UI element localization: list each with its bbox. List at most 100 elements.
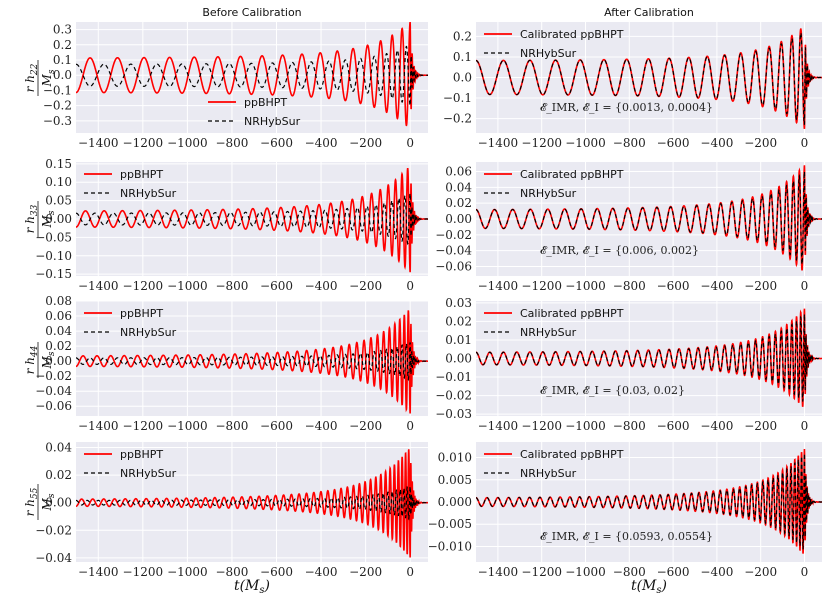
x-tick-label: 0 <box>406 136 414 150</box>
legend-label: NRHybSur <box>120 467 177 480</box>
x-tick-label: −600 <box>260 136 293 150</box>
y-tick-label: 0.06 <box>445 165 472 179</box>
series-line-nrhybsur <box>76 45 428 106</box>
y-tick-label: 0.005 <box>438 473 472 487</box>
x-tick-label: −600 <box>657 419 690 433</box>
x-tick-label: −1400 <box>78 279 119 293</box>
y-tick-label: −0.04 <box>35 551 72 565</box>
plot-area <box>76 22 428 133</box>
panel-h22-after: −1400 −1200 −1000 −800 −600 −400 −200 0 −0.2 −0.1… <box>443 22 822 150</box>
y-tick-label: −0.02 <box>435 389 472 403</box>
x-tick-label: −400 <box>305 565 338 579</box>
x-tick-label: −600 <box>260 279 293 293</box>
x-tick-label: 0 <box>406 565 414 579</box>
x-tick-label: −1400 <box>478 136 519 150</box>
y-tick-label: −0.06 <box>435 260 472 274</box>
column-title-after: After Calibration <box>604 6 694 19</box>
x-tick-label: −1000 <box>167 136 208 150</box>
x-tick-label: −400 <box>700 136 733 150</box>
legend: Calibrated ppBHPT NRHybSur <box>484 168 624 200</box>
x-tick-label: −1200 <box>123 279 164 293</box>
legend: ppBHPT NRHybSur <box>84 307 177 339</box>
panel-h33-after: −1400 −1200 −1000 −800 −600 −400 −200 0 −0.06 −0.… <box>435 162 822 293</box>
y-tick-label: −0.06 <box>35 399 72 413</box>
legend-label: ppBHPT <box>120 168 163 181</box>
x-tick-label: −1000 <box>167 565 208 579</box>
series-line-nrhybsur <box>476 171 822 265</box>
legend: Calibrated ppBHPT NRHybSur <box>484 307 624 339</box>
x-tick-label: −200 <box>744 419 777 433</box>
y-tick-label: 0.2 <box>53 38 72 52</box>
x-tick-label: −400 <box>700 419 733 433</box>
legend: ppBHPT NRHybSur <box>84 168 177 200</box>
y-tick-label: 0.00 <box>45 212 72 226</box>
x-tick-label: −1000 <box>167 279 208 293</box>
x-tick-label: −400 <box>305 419 338 433</box>
legend: Calibrated ppBHPT NRHybSur <box>484 28 624 60</box>
x-tick-label: −1400 <box>78 419 119 433</box>
svg-text:r h22: r h22 <box>23 63 40 92</box>
y-tick-label: −0.02 <box>35 523 72 537</box>
panel-h55-after: −1400 −1200 −1000 −800 −600 −400 −200 0 −0.010 −0… <box>428 442 822 579</box>
legend-label: Calibrated ppBHPT <box>520 307 624 320</box>
y-tick-label: −0.2 <box>443 112 472 126</box>
series-line-nrhybsur <box>76 342 428 382</box>
x-tick-label: −200 <box>744 565 777 579</box>
x-tick-label: −1400 <box>78 136 119 150</box>
x-tick-label: −800 <box>613 279 646 293</box>
y-tick-label: −0.15 <box>35 267 72 281</box>
y-tick-label: 0.02 <box>45 468 72 482</box>
x-tick-label: −800 <box>613 136 646 150</box>
y-tick-label: −0.010 <box>428 539 472 553</box>
panel-h33-before: −1400 −1200 −1000 −800 −600 −400 −200 0 −0.15 −0.… <box>35 157 428 293</box>
x-tick-label: −200 <box>744 136 777 150</box>
series-line-ppbhpt <box>76 449 428 558</box>
y-tick-label: 0.2 <box>453 29 472 43</box>
legend-label: ppBHPT <box>244 96 287 109</box>
x-tick-label: −800 <box>215 136 248 150</box>
y-tick-label: 0.15 <box>45 157 72 171</box>
x-tick-label: −400 <box>305 136 338 150</box>
x-tick-label: −200 <box>349 419 382 433</box>
y-tick-label: −0.1 <box>443 91 472 105</box>
x-tick-label: 0 <box>801 565 809 579</box>
series-line-nrhybsur <box>476 314 822 402</box>
error-annotation: 𝓔_IMR, 𝓔_I = {0.0013, 0.0004} <box>540 101 713 114</box>
y-tick-label: 0.1 <box>453 50 472 64</box>
y-tick-label: 0.05 <box>45 194 72 208</box>
y-tick-label: −0.03 <box>435 407 472 421</box>
svg-text:r h33: r h33 <box>23 204 40 233</box>
y-tick-label: −0.01 <box>435 370 472 384</box>
series-line-ppbhpt <box>76 22 428 127</box>
x-tick-label: −800 <box>613 565 646 579</box>
y-tick-label: 0.02 <box>45 339 72 353</box>
y-tick-label: 0.04 <box>45 324 72 338</box>
y-tick-label: 0.000 <box>438 495 472 509</box>
x-tick-label: −1200 <box>521 419 562 433</box>
y-tick-label: 0.04 <box>445 180 472 194</box>
legend-label: Calibrated ppBHPT <box>520 448 624 461</box>
legend-label: NRHybSur <box>520 47 577 60</box>
x-tick-label: 0 <box>406 419 414 433</box>
y-tick-label: 0.06 <box>45 309 72 323</box>
x-tick-label: 0 <box>801 419 809 433</box>
legend-label: NRHybSur <box>120 187 177 200</box>
y-tick-label: −0.005 <box>428 517 472 531</box>
error-annotation: 𝓔_IMR, 𝓔_I = {0.006, 0.002} <box>540 244 699 257</box>
y-tick-label: 0.01 <box>445 333 472 347</box>
legend-label: ppBHPT <box>120 448 163 461</box>
panel-h44-after: −1400 −1200 −1000 −800 −600 −400 −200 0 −0.03 −0.… <box>435 296 822 433</box>
x-tick-label: −1400 <box>478 565 519 579</box>
y-tick-label: 0.3 <box>53 23 72 37</box>
x-tick-label: −1000 <box>565 419 606 433</box>
series-line-ppbhpt <box>76 310 428 414</box>
series-line-ppbhpt <box>76 168 428 273</box>
y-tick-label: 0.10 <box>45 175 72 189</box>
y-tick-label: 0.04 <box>45 441 72 455</box>
y-tick-label: 0.00 <box>45 354 72 368</box>
series-line-nrhybsur <box>476 32 822 125</box>
error-annotation: 𝓔_IMR, 𝓔_I = {0.0593, 0.0554} <box>540 530 713 543</box>
y-tick-label: 0.02 <box>445 314 472 328</box>
x-tick-label: −800 <box>215 565 248 579</box>
y-tick-label: 0.1 <box>53 53 72 67</box>
